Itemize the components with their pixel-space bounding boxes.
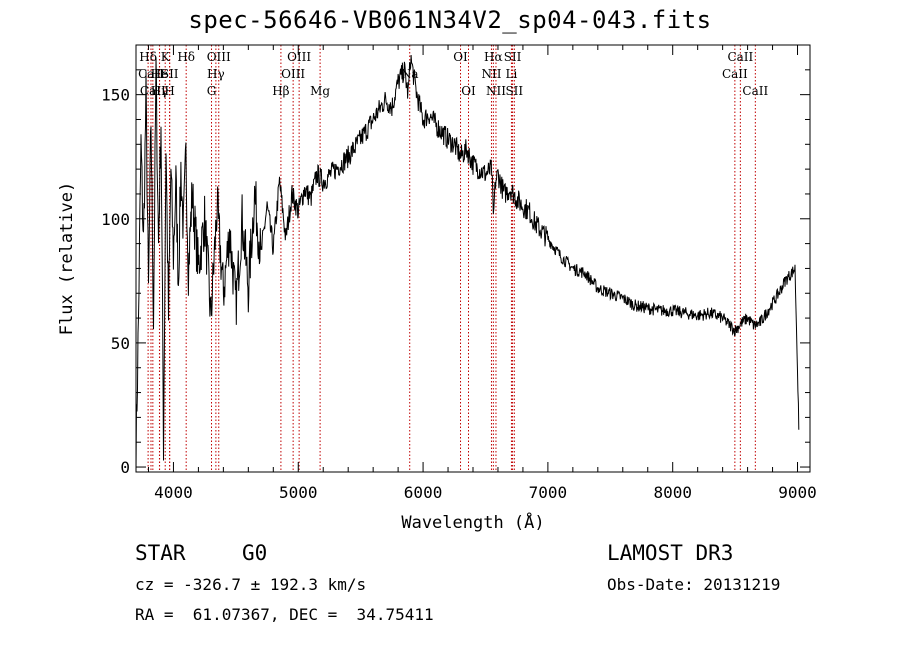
coordinates: RA = 61.07367, DEC = 34.75411 [135,605,434,624]
line-label-22: SII [504,50,522,64]
line-label-7: H [164,84,174,98]
x-tick-label-9000: 9000 [778,483,817,502]
line-label-26: CaII [727,50,753,64]
observation-date: Obs-Date: 20131219 [607,575,781,594]
line-label-21: NII [486,84,506,98]
x-tick-label-5000: 5000 [279,483,318,502]
x-tick-label-8000: 8000 [653,483,692,502]
y-tick-label-150: 150 [101,86,130,105]
chart-title: spec-56646-VB061N34V2_sp04-043.fits [188,6,712,34]
line-label-27: CaII [742,84,768,98]
object-class: STAR [135,541,186,565]
line-label-2: CaII [140,84,166,98]
x-tick-label-7000: 7000 [529,483,568,502]
line-label-11: G [207,84,217,98]
line-label-8: Hδ [177,50,195,64]
line-label-15: Mg [310,84,330,98]
line-label-14: OIII [287,50,311,64]
x-axis-label: Wavelength (Å) [401,511,544,533]
y-axis-label: Flux (relative) [57,182,77,336]
line-label-0: Hδ [139,50,157,64]
series-flux [135,54,800,473]
line-label-6: SII [161,67,179,81]
x-tick-label-4000: 4000 [154,483,193,502]
line-label-13: OIII [281,67,305,81]
line-label-1: CaII [138,67,164,81]
line-label-12: Hβ [272,84,289,98]
line-label-17: OI [453,50,468,64]
line-label-18: OI [461,84,476,98]
line-label-9: OIII [207,50,231,64]
y-tick-label-50: 50 [111,334,130,353]
plot-frame [135,44,811,473]
y-tick-label-100: 100 [101,210,130,229]
line-label-10: Hγ [207,67,225,81]
line-label-24: SII [505,84,523,98]
line-label-5: K [161,50,171,64]
line-label-20: NII [481,67,501,81]
line-label-23: Li [506,67,518,81]
x-tick-label-6000: 6000 [404,483,443,502]
line-label-19: Hα [484,50,503,64]
line-label-3: Hγ [151,84,169,98]
y-tick-label-0: 0 [120,458,130,477]
line-label-25: CaII [722,67,748,81]
line-label-16: Na [401,67,419,81]
line-label-4: He [151,67,169,81]
redshift-cz: cz = -326.7 ± 192.3 km/s [135,575,367,594]
survey-label: LAMOST DR3 [607,541,734,565]
object-subclass: G0 [242,541,268,565]
